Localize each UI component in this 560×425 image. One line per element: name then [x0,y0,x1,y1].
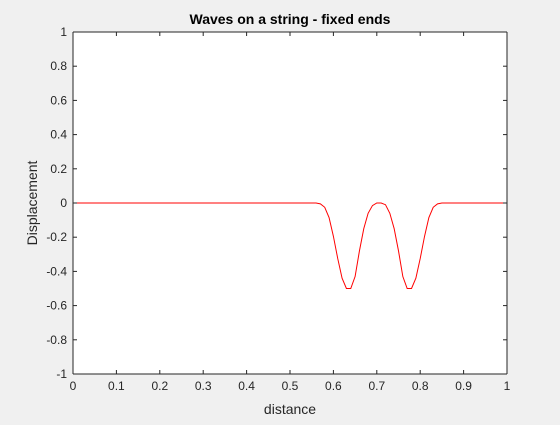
x-tick-label: 0.7 [368,379,385,393]
chart-title: Waves on a string - fixed ends [190,11,391,27]
y-tick-label: -0.2 [46,230,67,244]
x-tick-label: 0.3 [195,379,212,393]
tick-layer: 0 0.1 0.2 0.3 0.4 0.5 0.6 0.7 0.8 0.9 1 -1 -0.8 -0.6 -… [46,25,510,393]
y-tick-label: 0.8 [50,59,67,73]
y-tick-label: 0.6 [50,93,67,107]
series-line-0 [73,202,507,289]
x-tick-label: 0.4 [238,379,255,393]
y-axis-label: Displacement [24,160,40,245]
x-tick-label: 0.9 [455,379,472,393]
x-tick-label: 0.5 [282,379,299,393]
x-tick-label: 1 [504,379,511,393]
x-axis-label: distance [264,401,316,417]
y-tick-label: -1 [56,367,67,381]
y-tick-label: -0.8 [46,333,67,347]
y-tick-label: 0.2 [50,162,67,176]
x-tick-label: 0.8 [412,379,429,393]
x-tick-label: 0.6 [325,379,342,393]
x-tick-label: 0.1 [108,379,125,393]
x-tick-label: 0.2 [151,379,168,393]
series-layer [73,202,507,289]
y-tick-label: 0.4 [50,128,67,142]
x-tick-label: 0 [70,379,77,393]
y-tick-label: 0 [60,196,67,210]
y-tick-label: -0.4 [46,264,67,278]
y-tick-label: -0.6 [46,299,67,313]
y-tick-label: 1 [60,25,67,39]
